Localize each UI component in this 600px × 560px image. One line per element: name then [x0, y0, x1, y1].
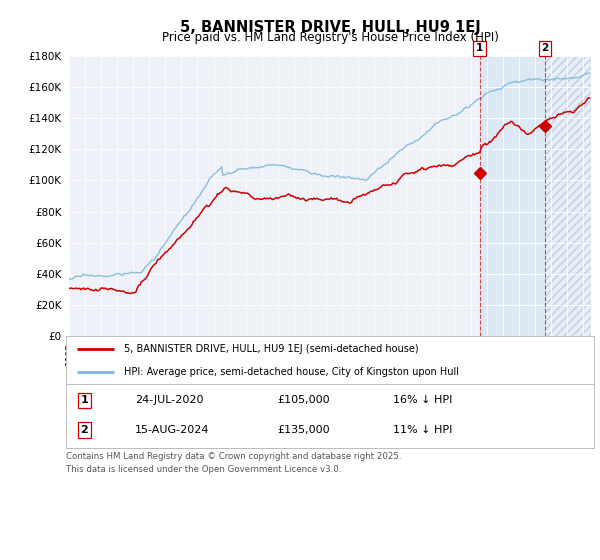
Text: Price paid vs. HM Land Registry's House Price Index (HPI): Price paid vs. HM Land Registry's House …: [161, 31, 499, 44]
Text: 1: 1: [476, 43, 483, 53]
Text: 5, BANNISTER DRIVE, HULL, HU9 1EJ (semi-detached house): 5, BANNISTER DRIVE, HULL, HU9 1EJ (semi-…: [124, 344, 419, 354]
Text: 1: 1: [80, 395, 88, 405]
Bar: [479, 56, 545, 336]
Text: HPI: Average price, semi-detached house, City of Kingston upon Hull: HPI: Average price, semi-detached house,…: [124, 367, 459, 377]
Text: 2: 2: [541, 43, 548, 53]
Text: 15-AUG-2024: 15-AUG-2024: [134, 425, 209, 435]
Text: 24-JUL-2020: 24-JUL-2020: [134, 395, 203, 405]
Text: 2: 2: [80, 425, 88, 435]
Text: £105,000: £105,000: [277, 395, 330, 405]
Text: 16% ↓ HPI: 16% ↓ HPI: [394, 395, 453, 405]
Text: 11% ↓ HPI: 11% ↓ HPI: [394, 425, 453, 435]
Text: £135,000: £135,000: [277, 425, 330, 435]
Text: 5, BANNISTER DRIVE, HULL, HU9 1EJ: 5, BANNISTER DRIVE, HULL, HU9 1EJ: [179, 20, 481, 35]
Bar: [545, 56, 591, 336]
Text: Contains HM Land Registry data © Crown copyright and database right 2025.
This d: Contains HM Land Registry data © Crown c…: [66, 452, 401, 474]
